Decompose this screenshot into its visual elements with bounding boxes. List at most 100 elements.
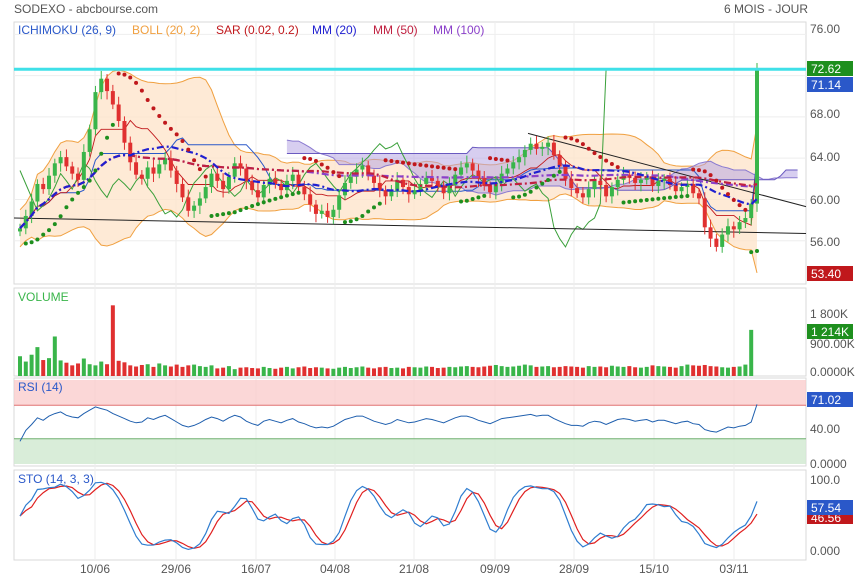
candle-36 bbox=[226, 176, 231, 190]
sar-dot-72 bbox=[435, 165, 440, 170]
sto-k-label: 57.54 bbox=[807, 500, 853, 515]
volume-bar-13 bbox=[93, 365, 98, 376]
rsi-line bbox=[19, 404, 758, 442]
sto-tick-0: 0.000 bbox=[810, 544, 840, 558]
volume-bar-40 bbox=[250, 368, 255, 376]
sar-dot-100 bbox=[598, 155, 603, 160]
period-label: 6 MOIS - JOUR bbox=[724, 2, 808, 16]
volume-bar-34 bbox=[215, 368, 220, 376]
volume-bar-47 bbox=[290, 368, 295, 376]
candle-6 bbox=[52, 163, 57, 176]
candle-123 bbox=[731, 226, 736, 230]
sar-dot-17 bbox=[116, 71, 121, 76]
sar-dot-87 bbox=[522, 192, 527, 197]
sar-dot-25 bbox=[163, 120, 168, 125]
volume-bar-21 bbox=[139, 364, 144, 376]
svg-text:53.40: 53.40 bbox=[811, 267, 841, 281]
candle-119 bbox=[708, 227, 713, 239]
candle-41 bbox=[255, 190, 260, 198]
x-tick-3: 04/08 bbox=[320, 562, 350, 576]
rsi-oversold-band bbox=[14, 438, 806, 464]
candle-18 bbox=[122, 121, 127, 143]
volume-bar-41 bbox=[255, 368, 260, 376]
candle-66 bbox=[401, 179, 406, 188]
sar-dot-89 bbox=[534, 185, 539, 190]
volume-bar-80 bbox=[482, 366, 487, 376]
sar-dot-85 bbox=[511, 195, 516, 200]
rsi-title: RSI (14) bbox=[18, 380, 63, 394]
candle-29 bbox=[186, 197, 191, 211]
volume-bar-38 bbox=[238, 367, 243, 376]
price-label-72-62: 72.62 bbox=[807, 61, 853, 76]
sar-dot-60 bbox=[366, 209, 371, 214]
sar-dot-18 bbox=[122, 72, 127, 77]
candle-61 bbox=[371, 175, 376, 183]
legend-mm50: MM (50) bbox=[373, 23, 418, 37]
sar-dot-43 bbox=[267, 198, 272, 203]
sar-dot-37 bbox=[232, 210, 237, 215]
volume-bar-72 bbox=[435, 368, 440, 376]
sar-dot-50 bbox=[308, 156, 313, 161]
volume-bar-8 bbox=[64, 362, 69, 376]
sar-dot-91 bbox=[546, 178, 551, 183]
sar-dot-49 bbox=[302, 156, 307, 161]
volume-bar-81 bbox=[488, 365, 493, 376]
sto-title: STO (14, 3, 3) bbox=[18, 472, 94, 486]
volume-bar-69 bbox=[418, 367, 423, 376]
candle-95 bbox=[569, 178, 574, 189]
sar-dot-123 bbox=[731, 197, 736, 202]
candle-26 bbox=[168, 158, 173, 171]
volume-bar-4 bbox=[41, 360, 46, 376]
candle-11 bbox=[81, 151, 86, 180]
candle-40 bbox=[250, 180, 255, 191]
sar-dot-81 bbox=[488, 156, 493, 161]
candle-96 bbox=[575, 188, 580, 194]
volume-bar-82 bbox=[493, 364, 498, 376]
price-label-53-40: 53.40 bbox=[807, 266, 853, 281]
candle-22 bbox=[145, 167, 150, 179]
sar-dot-20 bbox=[134, 80, 139, 85]
volume-bar-91 bbox=[546, 366, 551, 376]
sar-dot-74 bbox=[447, 166, 452, 171]
sar-dot-45 bbox=[279, 195, 284, 200]
sar-dot-86 bbox=[517, 194, 522, 199]
volume-bar-53 bbox=[325, 368, 330, 376]
volume-bar-105 bbox=[627, 366, 632, 376]
legend-mm20: MM (20) bbox=[312, 23, 357, 37]
candle-3 bbox=[35, 183, 40, 202]
sar-dot-36 bbox=[226, 211, 231, 216]
volume-bar-46 bbox=[284, 366, 289, 376]
candle-14 bbox=[99, 78, 104, 93]
sar-dot-75 bbox=[453, 167, 458, 172]
candle-62 bbox=[377, 182, 382, 191]
sar-dot-80 bbox=[482, 193, 487, 198]
volume-bar-84 bbox=[505, 366, 510, 376]
sar-dot-32 bbox=[203, 174, 208, 179]
volume-bar-12 bbox=[87, 364, 92, 376]
sto-layer bbox=[19, 481, 758, 551]
legend-ichimoku: ICHIMOKU (26, 9) bbox=[18, 23, 116, 37]
candle-126 bbox=[749, 203, 754, 219]
volume-bar-96 bbox=[575, 366, 580, 376]
sar-dot-19 bbox=[128, 75, 133, 80]
sar-dot-53 bbox=[325, 165, 330, 170]
candle-45 bbox=[279, 183, 284, 191]
sar-dot-42 bbox=[261, 200, 266, 205]
volume-bar-115 bbox=[685, 364, 690, 376]
rsi-tick-0: 0.0000 bbox=[810, 457, 847, 471]
sar-dot-57 bbox=[348, 219, 353, 224]
volume-bar-18 bbox=[122, 362, 127, 376]
sar-dot-114 bbox=[679, 194, 684, 199]
symbol-source: SODEXO - abcbourse.com bbox=[14, 2, 158, 16]
sar-dot-4 bbox=[41, 232, 46, 237]
sar-dot-52 bbox=[319, 162, 324, 167]
candle-47 bbox=[290, 174, 295, 181]
volume-bar-94 bbox=[563, 366, 568, 376]
volume-bar-26 bbox=[168, 366, 173, 376]
volume-bar-54 bbox=[331, 368, 336, 376]
volume-bar-89 bbox=[534, 366, 539, 376]
candle-114 bbox=[679, 187, 684, 192]
ichimoku-span-a bbox=[286, 139, 798, 196]
sar-dot-54 bbox=[331, 170, 336, 175]
volume-bar-29 bbox=[186, 365, 191, 376]
